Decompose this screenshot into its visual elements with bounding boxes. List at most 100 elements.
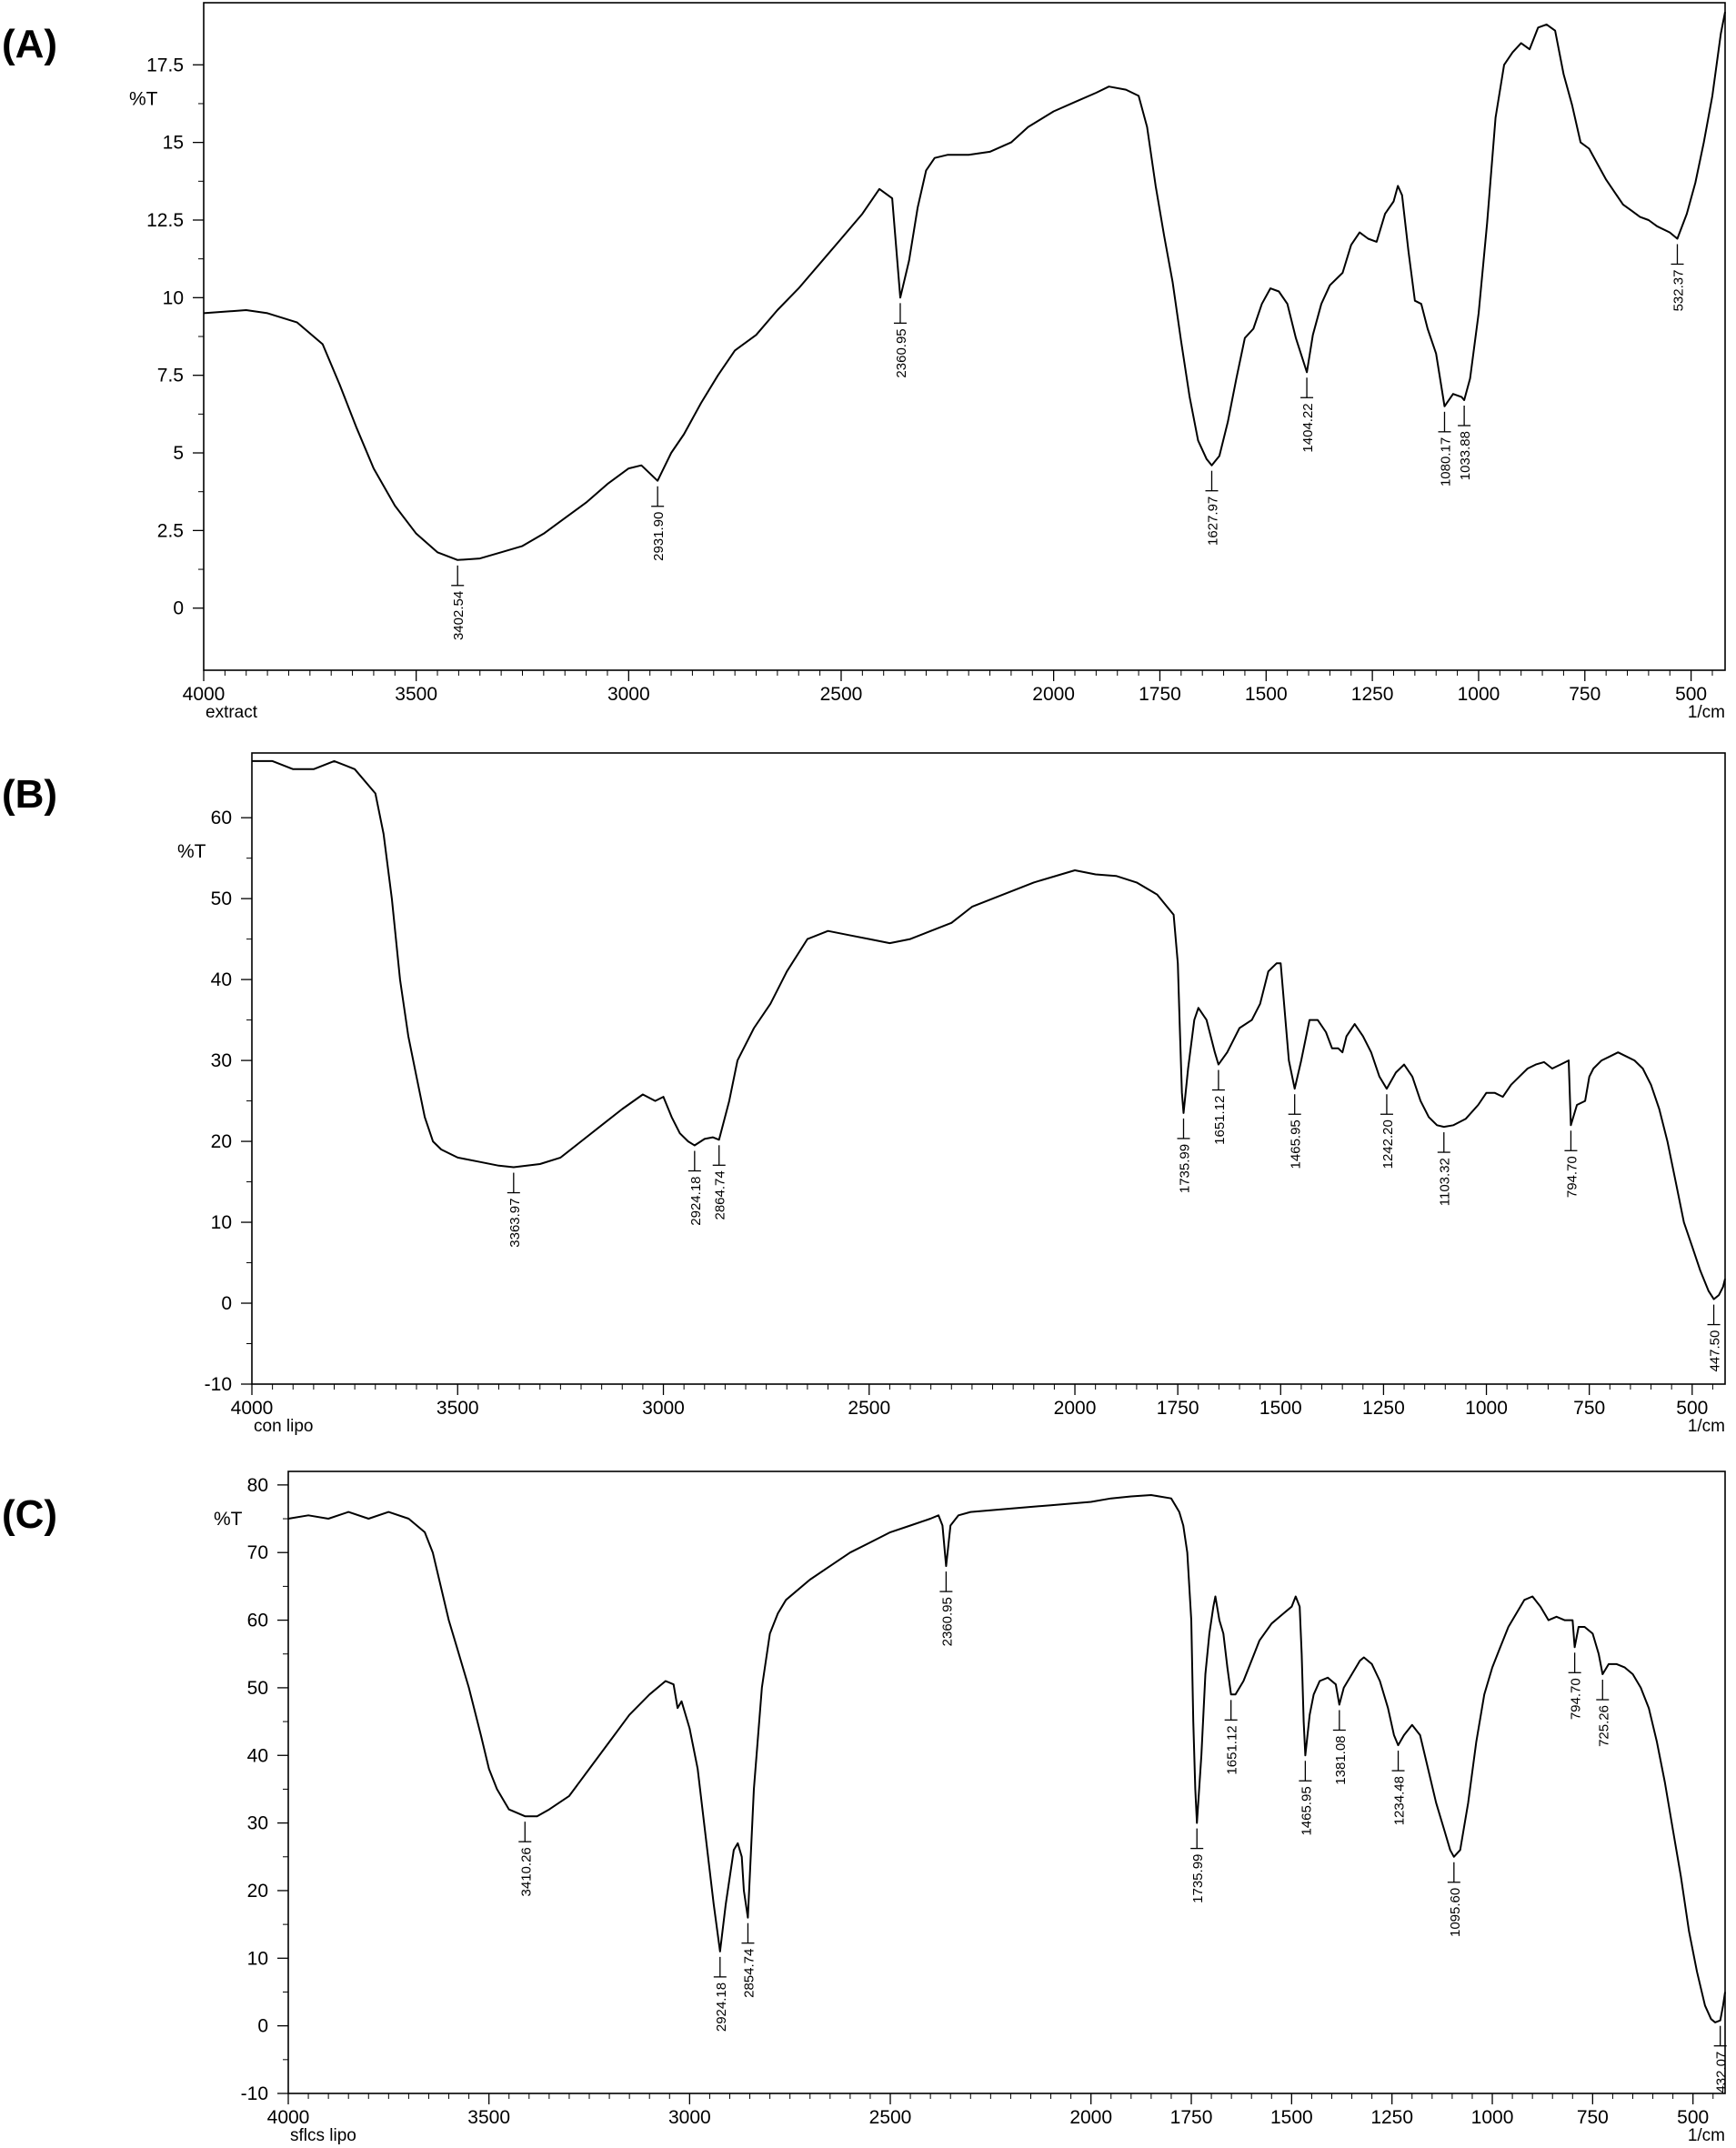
panel-b-label: (B) [2, 772, 57, 817]
panel-c-y-tick-label: -10 [241, 2083, 268, 2104]
panel-c-peak-label: 1651.12 [1225, 1725, 1240, 1774]
panel-c-y-tick-label: 70 [247, 1542, 268, 1563]
panel-a-x-tick-label: 1000 [1458, 684, 1500, 705]
panel-b-peak-label: 1242.20 [1380, 1119, 1396, 1169]
panel-a-y-tick-label: 0 [173, 598, 184, 619]
panel-b-frame [251, 752, 1726, 1385]
panel-c-y-tick-label: 20 [247, 1881, 268, 1902]
panel-b-x-tick-label: 1000 [1465, 1398, 1508, 1419]
panel-c-y-tick-label: 0 [257, 2016, 268, 2037]
panel-c-peak-label: 3410.26 [518, 1847, 534, 1896]
panel-c-peak-label: 432.07 [1714, 2052, 1730, 2093]
panel-c-x-tick-label: 1750 [1170, 2107, 1213, 2128]
panel-c-peak-label: 1465.95 [1299, 1786, 1314, 1835]
panel-c: (C) -10 0 10 20 30 40 50 60 70 80%T 4000 3500 3000 250… [2, 1470, 1730, 2145]
panel-c-peak-label: 2854.74 [741, 1949, 757, 1998]
panel-a-y-tick-label: 10 [163, 287, 184, 308]
panel-b-x-tick-label: 3000 [642, 1398, 685, 1419]
panel-b-peak-label: 3363.97 [507, 1198, 523, 1247]
panel-b-peak-label: 1651.12 [1212, 1096, 1228, 1145]
panel-c-peak-label: 2924.18 [714, 1982, 729, 2032]
panel-a-y-tick-label: 17.5 [146, 55, 184, 75]
panel-a-x-tick-label: 3000 [607, 684, 650, 705]
panel-c-peak-label: 1381.08 [1333, 1735, 1349, 1784]
panel-b-peak-label: 2924.18 [688, 1176, 704, 1225]
panel-b-y-tick-label: -10 [205, 1374, 232, 1395]
panel-b-sample-name: con lipo [254, 1417, 314, 1436]
panel-a-peak-label: 1404.22 [1300, 403, 1316, 452]
panel-a: (A) 0 2.5 5 7.5 10 12.5 15 17.5 %T 4000 3500 3000 250… [2, 2, 1726, 722]
panel-b-peak-label: 794.70 [1564, 1156, 1580, 1198]
panel-c-x-tick-label: 500 [1677, 2107, 1709, 2128]
panel-b-y-tick-label: 30 [211, 1050, 232, 1071]
panel-c-label: (C) [2, 1492, 57, 1537]
panel-a-peak-label: 532.37 [1671, 270, 1686, 312]
panel-b-y-tick-label: 20 [211, 1131, 232, 1152]
panel-a-x-tick-label: 500 [1675, 684, 1707, 705]
panel-a-y-tick-label: 2.5 [157, 520, 184, 541]
panel-c-spectrum-line [287, 1494, 1726, 2023]
panel-c-y-tick-label: 10 [247, 1948, 268, 1969]
panel-c-x-tick-label: 4000 [267, 2107, 310, 2128]
panel-a-y-tick-label: 12.5 [146, 210, 184, 231]
panel-c-x-tick-label: 2000 [1069, 2107, 1112, 2128]
panel-c-peak-label: 794.70 [1569, 1678, 1584, 1720]
panel-b-peak-label: 1465.95 [1289, 1119, 1304, 1169]
panel-b-peak-label: 447.50 [1708, 1330, 1723, 1372]
panel-b-peak-label: 1103.32 [1438, 1158, 1453, 1206]
panel-b-peak-label: 1735.99 [1178, 1144, 1193, 1193]
panel-a-x-tick-label: 1500 [1245, 684, 1288, 705]
panel-a-peak-label: 3402.54 [451, 591, 467, 640]
panel-b-y-tick-label: 10 [211, 1212, 232, 1233]
panel-c-y-tick-label: 40 [247, 1745, 268, 1766]
panel-c-x-tick-label: 1500 [1270, 2107, 1313, 2128]
panel-c-peak-label: 2360.95 [939, 1597, 955, 1646]
panel-a-x-tick-label: 3500 [395, 684, 437, 705]
panel-c-peak-label: 1735.99 [1190, 1854, 1206, 1903]
panel-c-sample-name: sflcs lipo [290, 2126, 356, 2145]
panel-b-peak-label: 2864.74 [713, 1170, 728, 1220]
panel-a-peak-label: 1080.17 [1439, 437, 1454, 487]
panel-c-peak-label: 1234.48 [1392, 1776, 1408, 1825]
panel-c-y-tick-label: 50 [247, 1678, 268, 1699]
panel-c-y-unit: %T [214, 1509, 243, 1530]
panel-b-x-tick-label: 500 [1676, 1398, 1708, 1419]
panel-a-x-tick-label: 1750 [1139, 684, 1181, 705]
panel-c-x-tick-label: 1000 [1471, 2107, 1514, 2128]
panel-b-x-tick-label: 2000 [1054, 1398, 1097, 1419]
panel-a-peak-label: 1033.88 [1458, 431, 1473, 480]
panel-b-x-tick-label: 1500 [1259, 1398, 1302, 1419]
panel-b-x-unit: 1/cm [1688, 1417, 1725, 1436]
panel-a-label: (A) [2, 22, 57, 66]
panel-a-x-tick-label: 750 [1569, 684, 1601, 705]
panel-a-x-tick-label: 2500 [820, 684, 863, 705]
panel-b-y-tick-label: 60 [211, 808, 232, 828]
panel-b-y-tick-label: 40 [211, 969, 232, 990]
panel-c-y-tick-label: 60 [247, 1611, 268, 1631]
panel-a-peak-label: 2931.90 [651, 512, 667, 561]
panel-a-peak-label: 1627.97 [1205, 497, 1220, 546]
panel-a-x-tick-label: 2000 [1032, 684, 1075, 705]
panel-b-x-tick-label: 1750 [1157, 1398, 1199, 1419]
panel-a-peak-label: 2360.95 [894, 328, 909, 377]
panel-b-y-unit: %T [177, 841, 206, 862]
panel-c-peak-label: 725.26 [1596, 1705, 1611, 1747]
panel-c-x-tick-label: 3000 [668, 2107, 711, 2128]
panel-a-spectrum-line [203, 12, 1726, 561]
panel-b-x-tick-label: 2500 [848, 1398, 890, 1419]
panel-c-frame [287, 1470, 1726, 2094]
panel-a-frame [203, 2, 1726, 671]
panel-c-x-tick-label: 3500 [467, 2107, 510, 2128]
panel-c-x-tick-label: 750 [1577, 2107, 1609, 2128]
panel-c-y-tick-label: 30 [247, 1813, 268, 1834]
panel-a-y-tick-label: 15 [163, 133, 184, 154]
panel-c-y-tick-label: 80 [247, 1475, 268, 1496]
panel-a-x-unit: 1/cm [1688, 703, 1725, 722]
panel-c-x-tick-label: 1250 [1370, 2107, 1413, 2128]
panel-a-x-tick-label: 1250 [1351, 684, 1394, 705]
panel-a-x-tick-label: 4000 [183, 684, 226, 705]
panel-a-y-tick-label: 5 [173, 443, 184, 464]
panel-b-x-tick-label: 4000 [231, 1398, 274, 1419]
panel-b: (B) -10 0 10 20 30 40 50 60%T 4000 3500 3000 2500 200… [2, 752, 1726, 1436]
